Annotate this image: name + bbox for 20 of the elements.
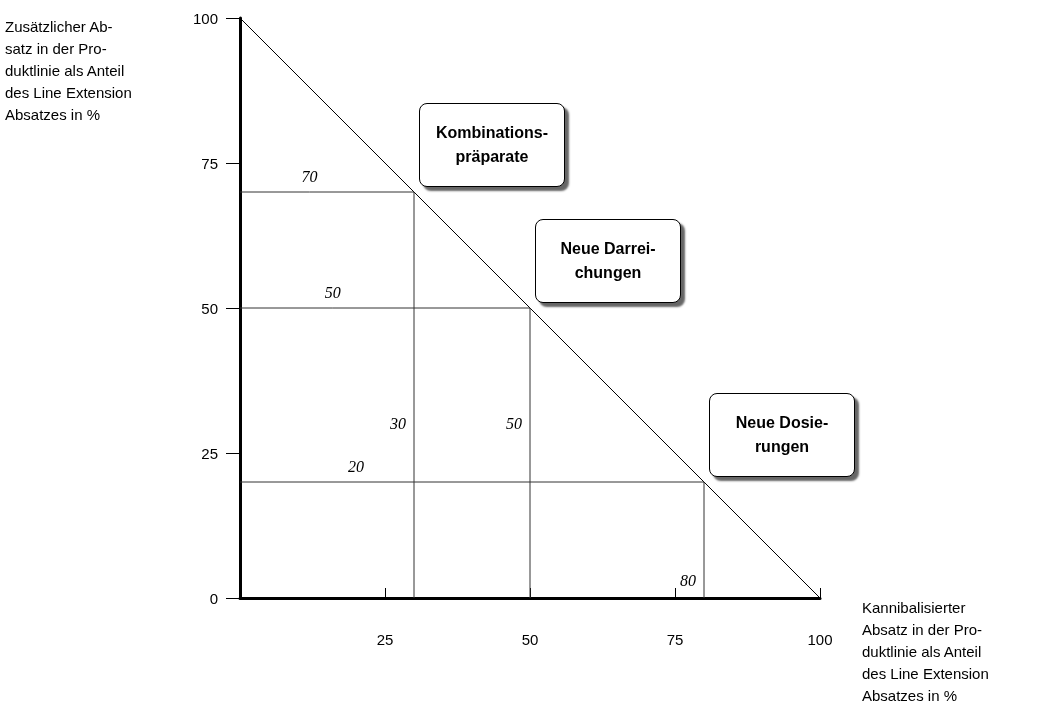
text: Neue Darrei- chungen <box>559 239 657 283</box>
x-axis-title: Kannibalisierter Absatz in der Pro- duktlinie als Anteil des Line Extension Absatzes in % <box>862 598 989 706</box>
y-tick-label: 100 <box>192 9 218 27</box>
text: Neue Dosie- rungen <box>734 413 830 457</box>
x-tick-label: 50 <box>521 631 539 648</box>
y-tick-label: 50 <box>201 299 218 317</box>
text: Kombinations- präparate <box>435 123 549 167</box>
x-tick-label: 25 <box>376 631 394 648</box>
annotation: 50 <box>506 415 522 433</box>
data-label: 70 <box>301 167 318 185</box>
y-axis-title: Zusätzlicher Ab- satz in der Pro- duktlinie als Anteil des Line Extension Absatzes in % <box>5 17 132 125</box>
y-tick-label: 25 <box>201 444 218 462</box>
x-tick-label: 100 <box>807 631 833 648</box>
data-label: 20 <box>348 457 364 475</box>
data-label: 50 <box>324 283 341 301</box>
annotation: 80 <box>680 571 696 590</box>
y-tick-label: 0 <box>209 589 218 607</box>
x-tick-label: 75 <box>666 631 684 648</box>
annotation: 30 <box>390 415 406 433</box>
y-tick-label: 75 <box>201 154 218 172</box>
